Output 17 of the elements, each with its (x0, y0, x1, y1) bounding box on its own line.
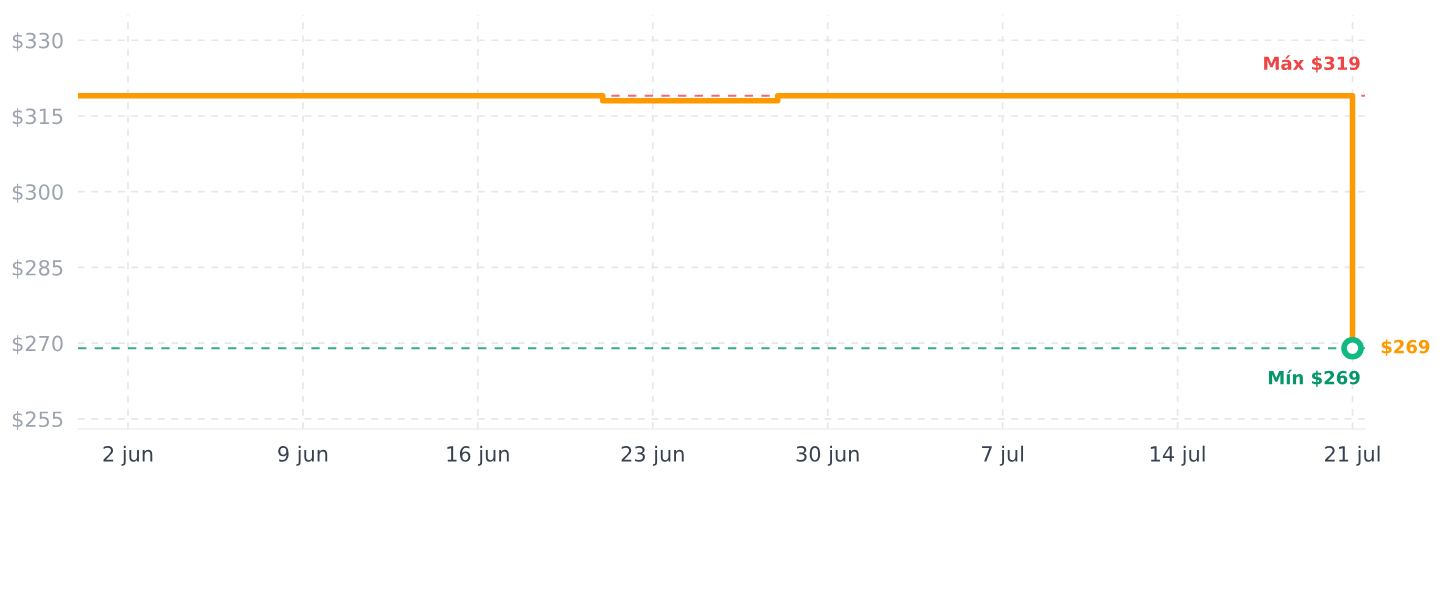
x-tick-label: 2 jun (103, 445, 153, 466)
x-tick-label: 16 jun (447, 445, 509, 466)
x-tick-label: 7 jul (982, 445, 1024, 466)
y-tick-label: $270 (12, 335, 63, 355)
ref-line-label: Máx $319 (1264, 55, 1360, 73)
annotation: $269 (1381, 339, 1430, 356)
x-tick-label: 23 jun (621, 445, 684, 466)
y-tick-label: $315 (12, 108, 63, 127)
x-tick-label: 9 jun (278, 445, 328, 466)
y-tick-label: $330 (12, 32, 63, 52)
x-tick-label: 14 jul (1150, 445, 1205, 466)
y-tick-label: $255 (12, 410, 63, 430)
x-tick-label: 30 jun (796, 445, 859, 466)
x-tick-label: 21 jul (1325, 445, 1380, 466)
y-tick-label: $285 (12, 259, 63, 279)
ref-line-label: Mín $269 (1268, 369, 1360, 387)
y-tick-label: $300 (12, 183, 63, 203)
